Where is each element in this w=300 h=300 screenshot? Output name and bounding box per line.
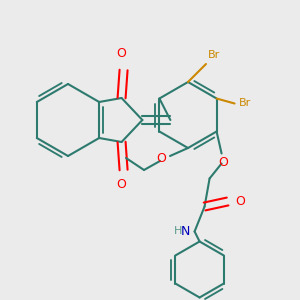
Text: H: H: [174, 226, 183, 236]
Text: O: O: [219, 157, 229, 169]
Text: O: O: [117, 178, 127, 191]
Text: O: O: [117, 47, 127, 60]
Text: N: N: [181, 225, 190, 238]
Text: Br: Br: [208, 50, 220, 60]
Text: O: O: [156, 152, 166, 164]
Text: Br: Br: [238, 98, 251, 109]
Text: O: O: [236, 195, 245, 208]
